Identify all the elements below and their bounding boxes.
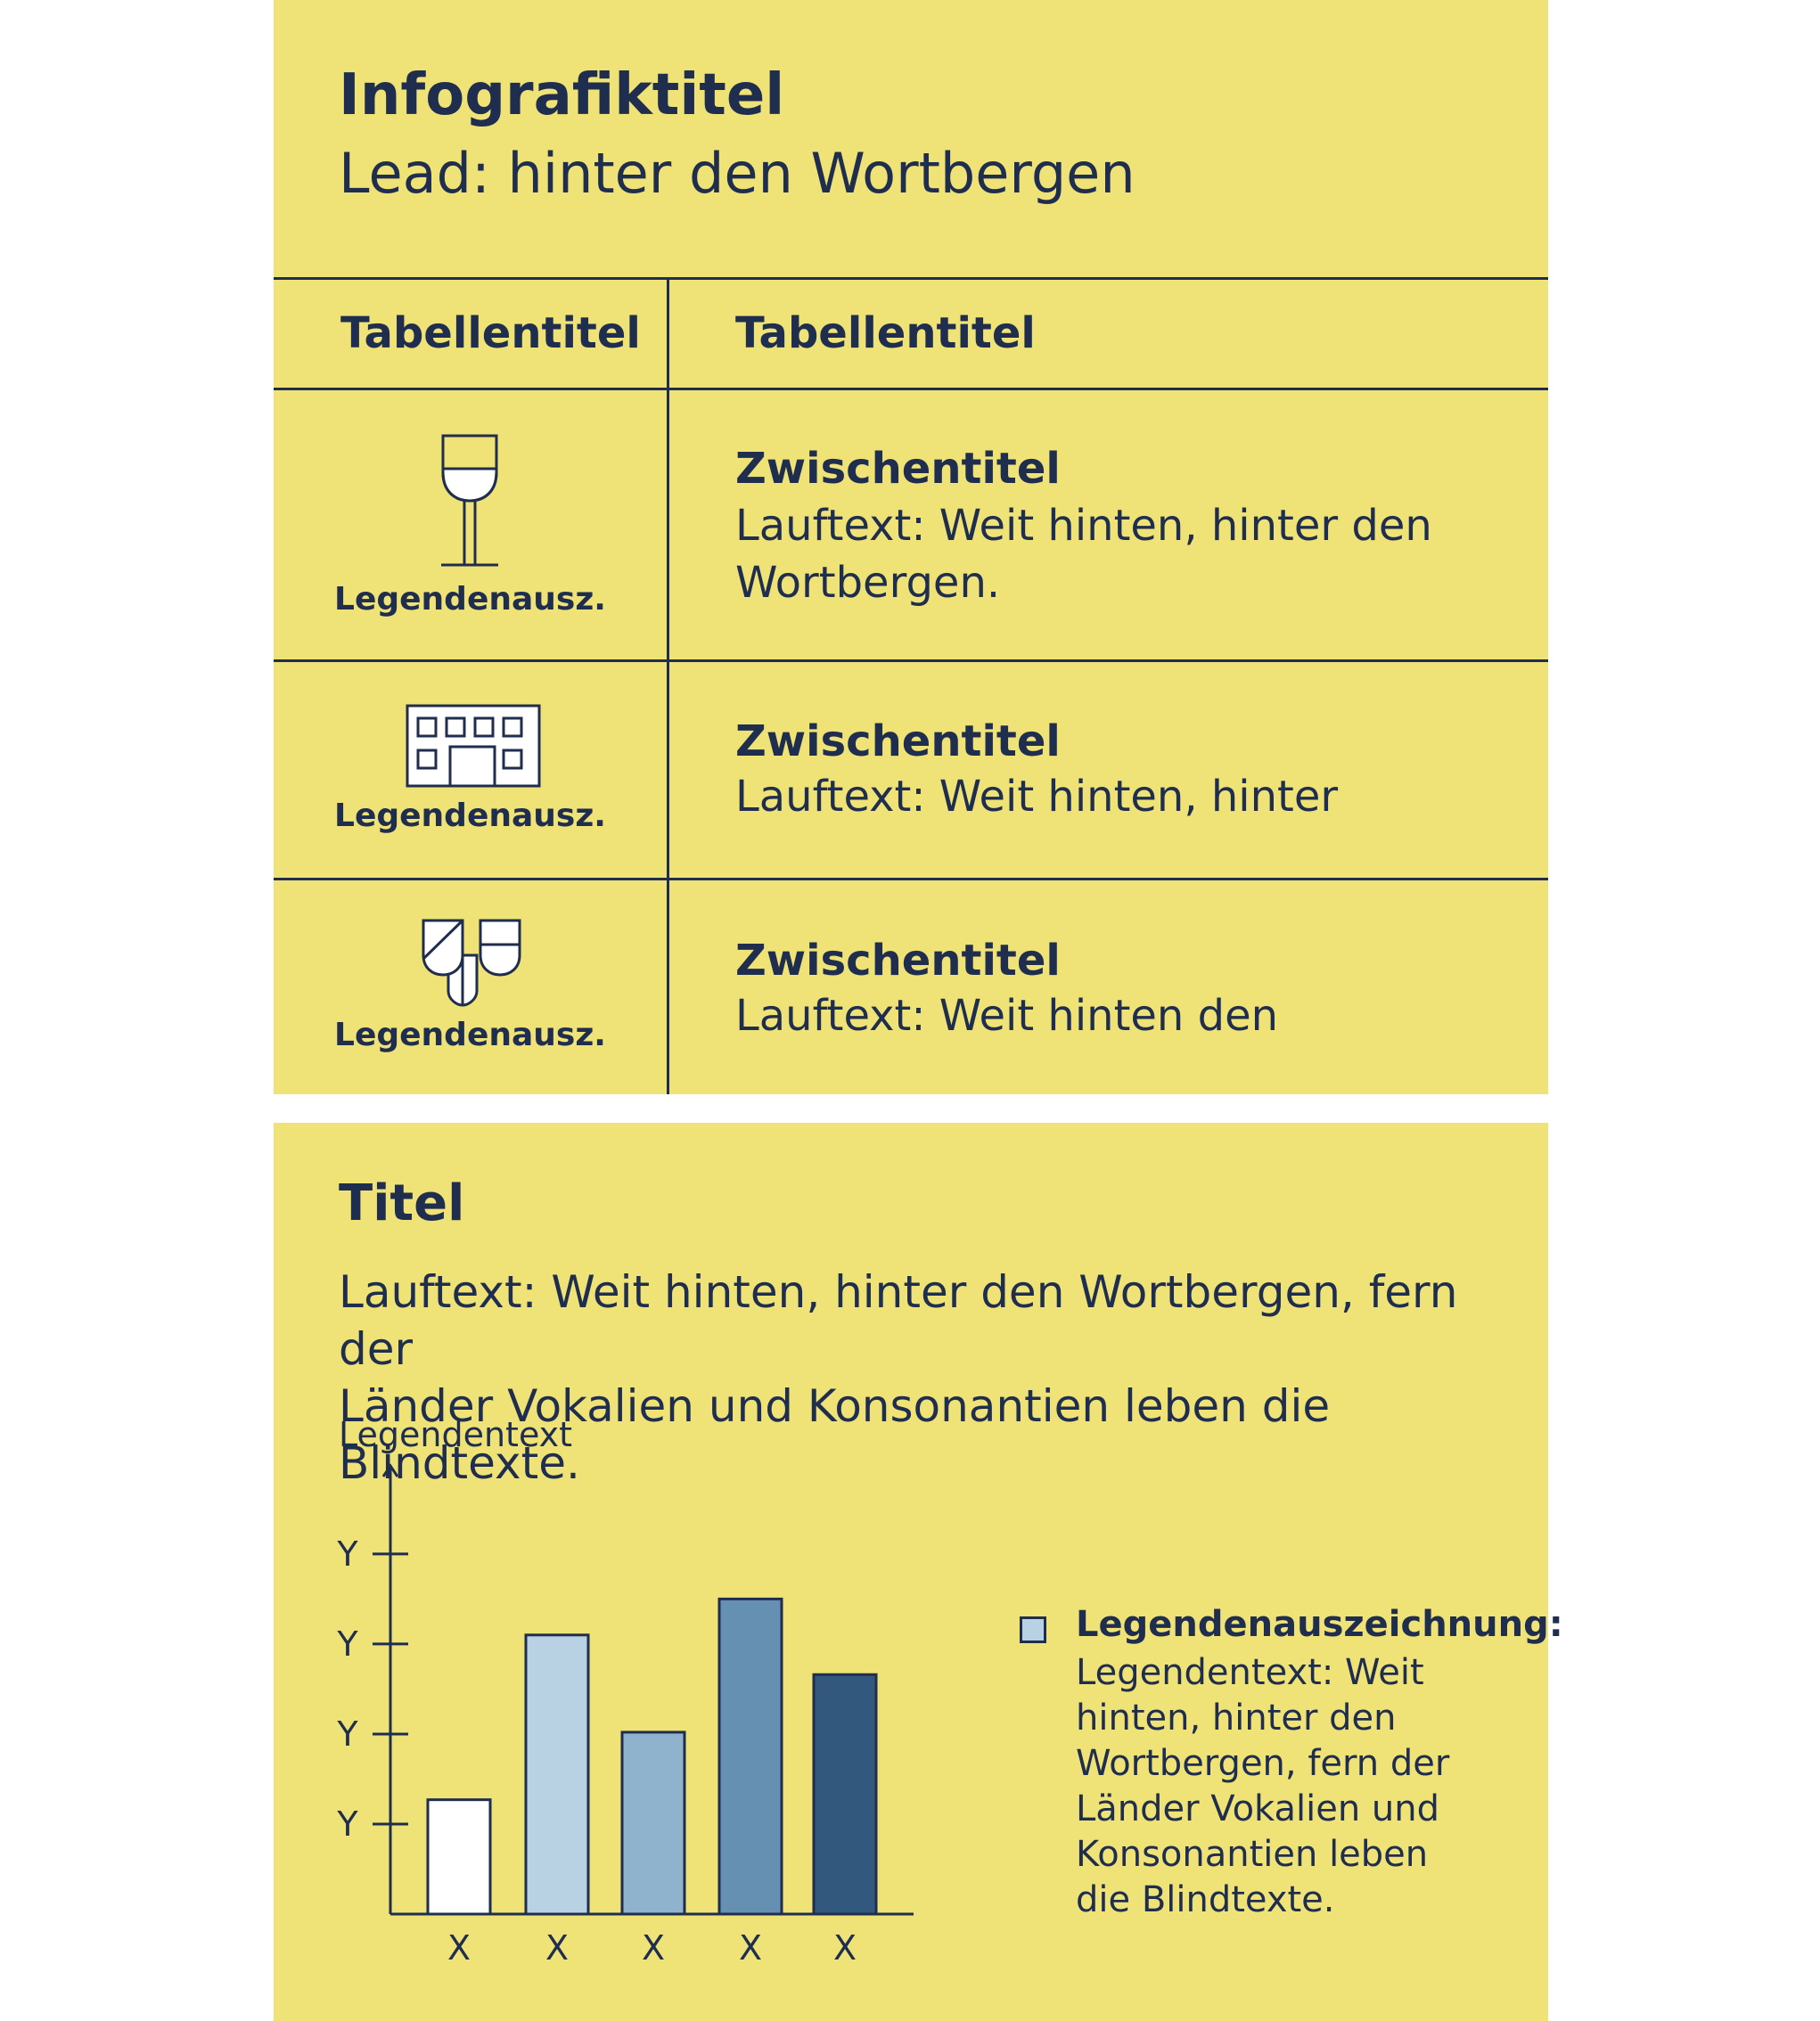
legend-title: Legendenauszeichnung: [1076,1604,1563,1645]
row-text-line: Wortbergen. [735,558,1001,608]
chart-panel: Titel Lauftext: Weit hinten, hinter den … [274,1123,1563,2021]
table-column-divider [667,277,669,1094]
legend-label: Legendenausz. [334,581,606,618]
row-subtitle: Zwischentitel [735,444,1061,494]
table-divider [274,388,1548,390]
row-text-line: Lauftext: Weit hinten, hinter den [735,501,1432,551]
bar [524,1633,590,1916]
infographic-lead: Lead: hinter den Wortbergen [339,141,1135,206]
bar [812,1673,878,1916]
y-tick-label: Y [336,1804,358,1844]
row-text-line: Lauftext: Weit hinten, hinter [735,772,1339,822]
row-text-line: Lauftext: Weit hinten den [735,991,1279,1041]
y-tick-label: Y [336,1714,358,1754]
y-axis-label: Legendentext [339,1415,573,1454]
section-title: Titel [339,1174,465,1232]
wine-glass-icon [438,433,502,572]
row-subtitle: Zwischentitel [735,716,1061,766]
row-text: Lauftext: Weit hinten, hinter den Wortbe… [735,497,1432,611]
legend-text-line: Legendentext: Weit [1076,1652,1424,1693]
x-tick-label: X [739,1928,762,1968]
x-tick-label: X [545,1928,569,1968]
infographic-table-panel: Infografiktitel Lead: hinter den Wortber… [274,0,1548,1094]
table-divider [274,277,1548,280]
legend-text-line: Länder Vokalien und [1076,1788,1440,1829]
table-divider [274,878,1548,880]
table-header-col1: Tabellentitel [340,308,641,358]
legend-text-line: Konsonantien leben [1076,1834,1429,1875]
x-tick-label: X [833,1928,857,1968]
x-tick-label: X [642,1928,665,1968]
row-text: Lauftext: Weit hinten den [735,987,1278,1044]
shields-icon [422,918,523,1010]
y-tick-label: Y [336,1534,358,1574]
bar [426,1798,492,1916]
paragraph-line: Länder Vokalien und Konsonantien leben d… [339,1380,1331,1489]
row-subtitle: Zwischentitel [735,936,1061,986]
y-tick-label: Y [336,1624,358,1664]
legend-text-line: die Blindtexte. [1076,1879,1335,1920]
legend-text: Legendentext: Weit hinten, hinter den Wo… [1076,1650,1504,1923]
y-axis-arrow [381,1463,399,1477]
legend-text-line: hinten, hinter den [1076,1698,1397,1739]
paragraph-line: Lauftext: Weit hinten, hinter den Wortbe… [339,1266,1458,1375]
x-tick-label: X [447,1928,471,1968]
bar-chart: Y Y Y Y X X X X X [336,1463,914,1968]
bar [717,1597,783,1916]
section-paragraph: Lauftext: Weit hinten, hinter den Wortbe… [339,1264,1533,1492]
table-header-col2: Tabellentitel [735,308,1036,358]
infographic-title: Infografiktitel [339,62,785,128]
legend-swatch [1020,1616,1046,1643]
bar [620,1731,686,1916]
legend-text-line: Wortbergen, fern der [1076,1743,1450,1784]
building-icon [406,704,541,793]
table-divider [274,659,1548,662]
legend-label: Legendenausz. [334,1017,606,1053]
row-text: Lauftext: Weit hinten, hinter [735,768,1338,825]
legend-label: Legendenausz. [334,798,606,834]
